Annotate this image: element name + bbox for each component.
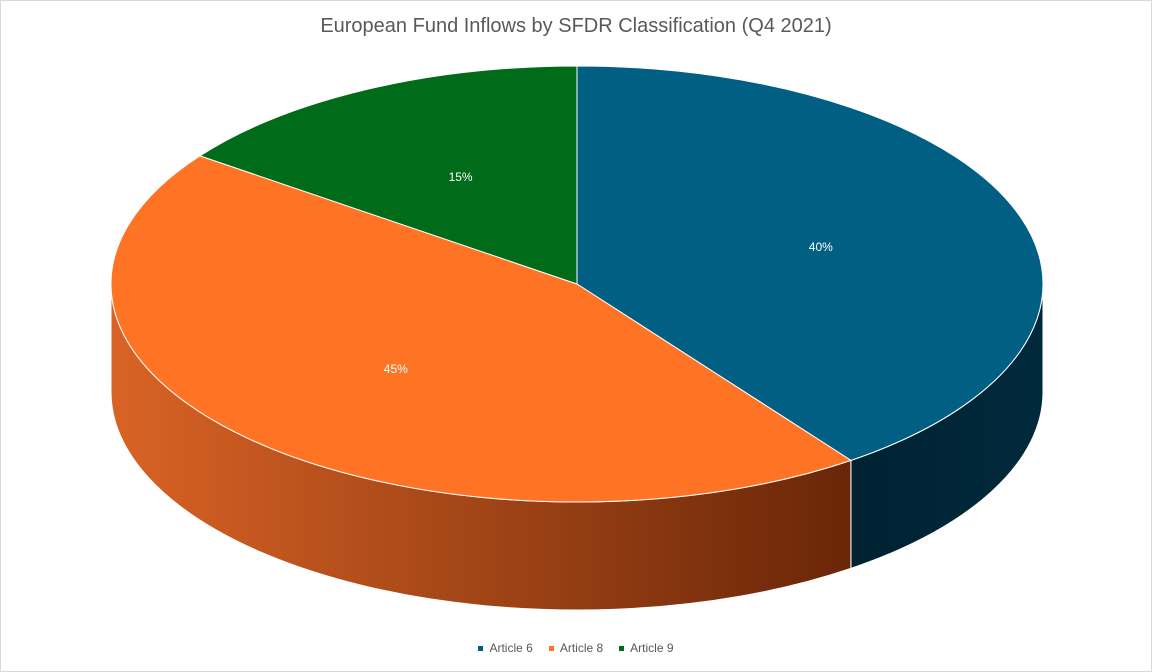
pie-slice-article-9[interactable] (198, 65, 578, 285)
legend: Article 6 Article 8 Article 9 (1, 641, 1151, 655)
legend-label-article-8: Article 8 (559, 641, 604, 655)
legend-swatch-article-6 (478, 645, 484, 651)
legend-label-article-9: Article 9 (630, 641, 674, 655)
data-label-article-6: 40% (809, 240, 833, 254)
pie-slice-article-6[interactable] (576, 65, 1044, 461)
legend-label-article-6: Article 6 (489, 641, 533, 655)
data-label-article-8: 45% (384, 362, 408, 376)
legend-swatch-article-9 (619, 645, 625, 651)
legend-item-article-8[interactable]: Article 8 (548, 641, 604, 655)
pie-slice-article-8[interactable] (110, 155, 853, 503)
legend-item-article-6[interactable]: Article 6 (478, 641, 533, 655)
legend-item-article-9[interactable]: Article 9 (619, 641, 674, 655)
data-label-article-9: 15% (449, 170, 473, 184)
chart-title: European Fund Inflows by SFDR Classifica… (320, 15, 832, 37)
legend-swatch-article-8 (548, 645, 554, 651)
